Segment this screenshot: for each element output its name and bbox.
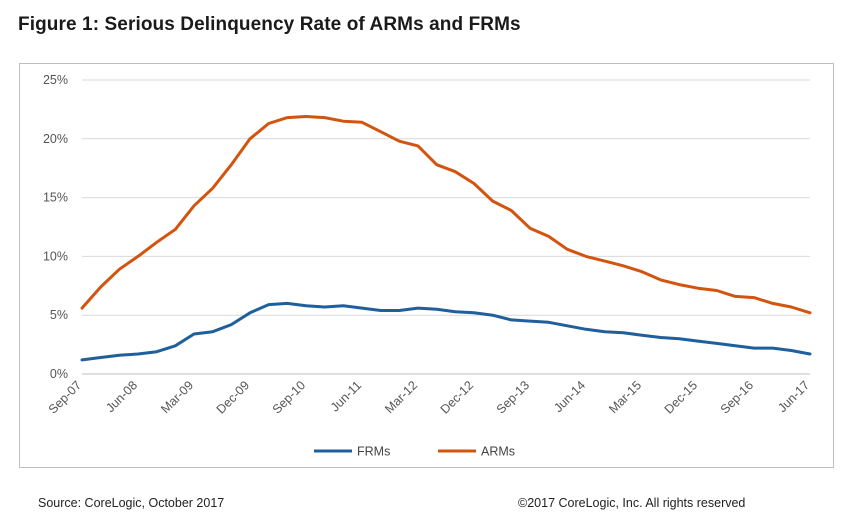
gridlines bbox=[82, 79, 810, 316]
x-tick-label: Sep-07 bbox=[46, 378, 84, 416]
series-line-arms bbox=[80, 115, 812, 315]
x-tick-label: Dec-12 bbox=[438, 378, 476, 416]
legend: FRMs ARMs bbox=[314, 445, 515, 459]
source-note: Source: CoreLogic, October 2017 bbox=[38, 496, 225, 510]
y-tick-label: 15% bbox=[43, 191, 68, 205]
y-tick-label: 20% bbox=[43, 132, 68, 146]
series-lines bbox=[80, 115, 812, 362]
series-line-frms bbox=[80, 301, 812, 362]
x-tick-label: Mar-09 bbox=[158, 378, 196, 416]
x-tick-label: Sep-16 bbox=[718, 378, 756, 416]
x-tick-label: Dec-15 bbox=[662, 378, 700, 416]
x-tick-label: Mar-15 bbox=[606, 378, 644, 416]
x-tick-label: Sep-13 bbox=[494, 378, 532, 416]
x-tick-label: Sep-10 bbox=[270, 378, 308, 416]
legend-label-arms: ARMs bbox=[481, 445, 515, 459]
legend-label-frms: FRMs bbox=[357, 445, 390, 459]
y-tick-label: 0% bbox=[50, 367, 68, 381]
x-tick-label: Jun-08 bbox=[103, 378, 140, 415]
y-axis-ticks: 0% 5% 10% 15% 20% 25% bbox=[43, 73, 68, 381]
chart-title: Figure 1: Serious Delinquency Rate of AR… bbox=[18, 14, 521, 35]
y-tick-label: 10% bbox=[43, 249, 68, 263]
y-tick-label: 5% bbox=[50, 308, 68, 322]
copyright-note: ©2017 CoreLogic, Inc. All rights reserve… bbox=[518, 496, 746, 510]
y-tick-label: 25% bbox=[43, 73, 68, 87]
x-tick-label: Jun-11 bbox=[328, 378, 364, 414]
x-axis-ticks: Sep-07 Jun-08 Mar-09 Dec-09 Sep-10 Jun-11 Mar-… bbox=[46, 378, 812, 416]
x-tick-label: Dec-09 bbox=[214, 378, 252, 416]
x-tick-label: Mar-12 bbox=[382, 378, 420, 416]
chart-frame bbox=[19, 63, 834, 468]
x-tick-label: Jun-14 bbox=[551, 378, 588, 415]
x-tick-label: Jun-17 bbox=[775, 378, 812, 415]
